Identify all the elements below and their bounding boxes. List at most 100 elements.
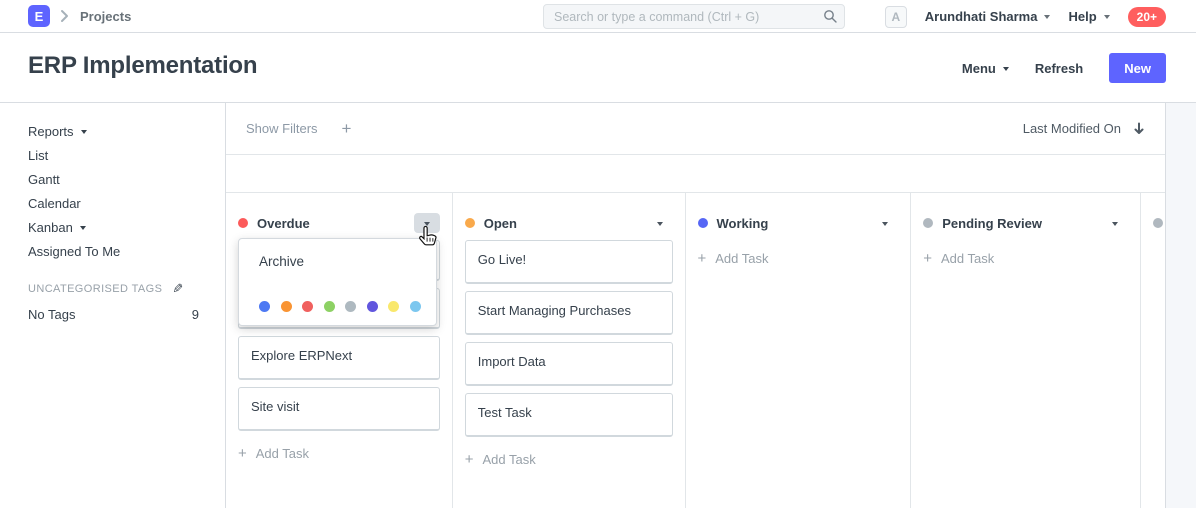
kanban-column-overdue: Overdue Explore ERPNext Site visit Add T… [226,193,453,508]
chevron-down-icon [1103,15,1110,22]
column-title: Overdue [257,215,310,231]
menu-label: Menu [961,60,996,76]
task-card[interactable]: Test Task [464,393,673,437]
filter-bar: Show Filters + Last Modified On [226,103,1165,155]
sidebar-item-label: Calendar [28,195,81,211]
sidebar-item-label: Reports [28,123,74,139]
palette-color-green[interactable] [323,301,335,312]
kanban-column-clipped [1141,193,1165,508]
palette-color-orange[interactable] [280,301,292,312]
add-task-label: Add Task [715,251,769,266]
palette-color-gray[interactable] [345,301,356,312]
user-avatar[interactable]: A [884,5,907,28]
navbar-right-cluster: A Arundhati Sharma Help 20+ [884,0,1166,33]
edit-tags-icon[interactable] [172,281,183,297]
menu-dropdown[interactable]: Menu [962,61,1009,76]
add-task-label: Add Task [255,446,310,461]
chevron-down-icon [1112,221,1118,229]
task-card[interactable]: Start Managing Purchases [464,291,673,335]
new-button[interactable]: New [1109,53,1166,83]
column-title: Pending Review [942,215,1042,231]
user-name-label: Arundhati Sharma [924,9,1038,24]
add-task-button[interactable]: Add Task [923,250,1128,267]
column-header: Pending Review [923,213,1128,233]
chevron-down-icon [423,221,430,229]
status-dot [697,218,708,228]
column-menu-button[interactable] [1102,213,1128,233]
search-icon [824,10,837,23]
sidebar: Reports List Gantt Calendar Kanban Assig… [0,103,225,508]
sort-selector[interactable]: Last Modified On [1023,121,1145,136]
plus-icon [465,451,474,468]
breadcrumb-chevron-icon [61,10,68,22]
palette-color-lightblue[interactable] [409,301,421,312]
chevron-down-icon [882,221,889,229]
palette-color-red[interactable] [302,301,313,312]
column-menu-button[interactable] [872,213,898,233]
status-dot [1153,218,1163,228]
status-dot [238,218,248,228]
column-header: Overdue [238,213,440,233]
sidebar-item-label: Gantt [28,171,60,187]
add-task-button[interactable]: Add Task [698,250,899,267]
task-card[interactable]: Explore ERPNext [238,336,440,380]
archive-menu-item[interactable]: Archive [259,254,305,269]
add-task-label: Add Task [482,452,536,467]
task-card[interactable]: Go Live! [464,240,673,284]
palette-color-yellow[interactable] [388,301,399,312]
sidebar-item-label: Kanban [28,219,73,235]
add-task-button[interactable]: Add Task [465,451,673,468]
chevron-down-icon [1044,15,1051,22]
help-label: Help [1068,9,1097,24]
tags-section-title: UNCATEGORISED TAGS [28,281,225,297]
sidebar-item-kanban[interactable]: Kanban [28,219,225,235]
sidebar-item-reports[interactable]: Reports [28,123,225,139]
chevron-down-icon [80,129,87,137]
add-filter-button[interactable]: + [341,118,352,138]
sidebar-item-label: List [28,147,49,163]
show-filters-button[interactable]: Show Filters [246,121,318,136]
breadcrumb[interactable]: Projects [80,9,132,24]
add-task-label: Add Task [941,251,995,266]
notifications-badge[interactable]: 20+ [1127,6,1166,27]
tags-section-label: UNCATEGORISED TAGS [28,283,163,295]
sort-field-label: Last Modified On [1022,121,1121,136]
kanban-board: Overdue Explore ERPNext Site visit Add T… [226,193,1165,508]
user-menu[interactable]: Arundhati Sharma [925,9,1051,24]
add-task-button[interactable]: Add Task [238,445,440,462]
board-toolbar-row [226,155,1165,193]
chevron-down-icon [79,225,86,233]
page-title: ERP Implementation [28,52,258,79]
sidebar-item-gantt[interactable]: Gantt [28,171,225,187]
status-dot [923,218,934,228]
app-logo[interactable]: E [28,5,50,27]
column-header: Open [464,213,673,233]
plus-icon [923,250,932,267]
chevron-down-icon [656,221,663,229]
sidebar-item-calendar[interactable]: Calendar [28,195,225,211]
sort-direction-icon[interactable] [1133,122,1145,136]
sidebar-item-list[interactable]: List [28,147,225,163]
task-card[interactable]: Import Data [464,342,673,386]
sidebar-item-assigned-to-me[interactable]: Assigned To Me [28,244,225,259]
palette-color-blue[interactable] [259,301,270,312]
kanban-column-pending-review: Pending Review Add Task [911,193,1141,508]
search-input[interactable] [543,4,845,29]
chevron-down-icon [1002,66,1009,74]
column-menu-button[interactable] [413,213,440,233]
help-menu[interactable]: Help [1068,9,1110,24]
column-header: Working [697,213,899,233]
task-card[interactable]: Site visit [238,387,440,431]
column-menu-button[interactable] [647,213,673,233]
sidebar-tag-no-tags[interactable]: No Tags 9 [28,307,225,322]
color-palette [259,301,421,312]
palette-color-purple[interactable] [366,301,378,312]
tag-label: No Tags [28,307,76,322]
column-title: Working [716,215,769,231]
page-background-strip [1166,103,1196,508]
refresh-button[interactable]: Refresh [1034,60,1084,76]
top-navbar: E Projects A Arundhati Sharma Help 20+ [0,0,1196,33]
column-menu-dropdown: Archive [238,238,437,326]
page-header: ERP Implementation Menu Refresh New [0,33,1196,103]
